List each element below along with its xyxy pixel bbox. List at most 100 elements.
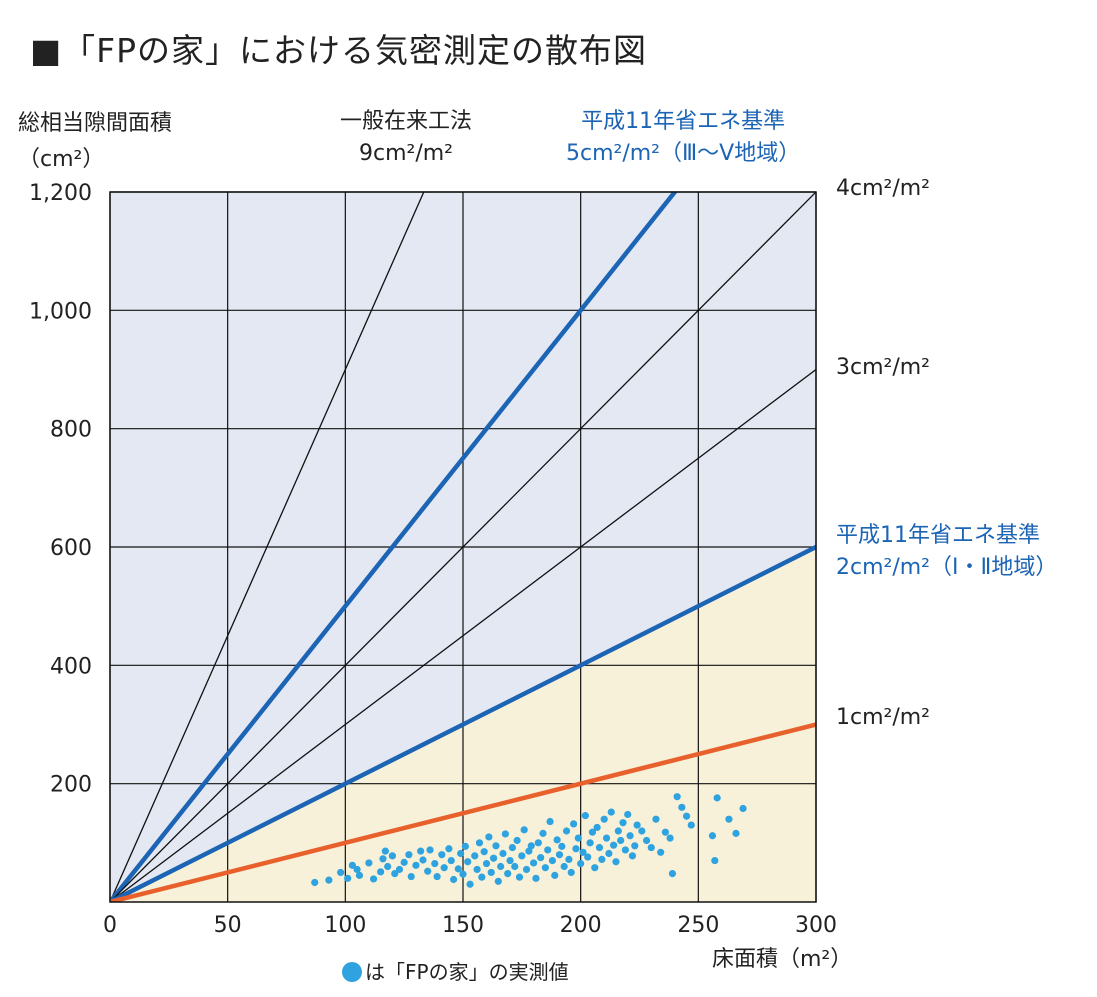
data-point: [344, 874, 352, 882]
data-point: [595, 843, 604, 852]
data-point: [657, 848, 665, 856]
data-point: [492, 842, 500, 850]
data-point: [464, 858, 472, 866]
data-point: [381, 847, 389, 855]
data-point: [600, 815, 608, 823]
reference-line-l2: [110, 544, 816, 902]
data-point: [379, 855, 387, 863]
x-tick-label: 100: [324, 913, 366, 938]
data-point: [511, 862, 519, 871]
data-point: [447, 856, 455, 865]
data-point: [473, 865, 481, 874]
data-point: [647, 843, 655, 852]
data-point: [504, 870, 512, 878]
data-point: [739, 804, 747, 813]
legend: は「FPの家」の実測値: [342, 956, 569, 988]
data-point: [586, 839, 594, 847]
data-point: [494, 877, 502, 885]
title-text: ■「FPの家」における気密測定の散布図: [30, 31, 648, 70]
reference-line-l3: [110, 368, 816, 902]
x-tick-label: 300: [795, 913, 837, 938]
data-points: [311, 793, 747, 888]
x-tick-labels: 0 50 100 150 200 250 300: [103, 913, 837, 938]
data-point: [489, 854, 498, 862]
data-point: [678, 803, 686, 811]
data-point: [624, 810, 632, 819]
data-point: [574, 834, 582, 842]
data-point: [661, 828, 669, 836]
data-point: [558, 842, 566, 850]
data-point: [508, 843, 517, 852]
data-point: [614, 827, 622, 835]
data-point: [466, 880, 474, 888]
data-point: [598, 855, 606, 864]
data-point: [471, 852, 479, 860]
x-tick-label: 0: [103, 913, 117, 938]
data-point: [673, 793, 681, 801]
line-label-5-line1: 平成11年省エネ基準: [581, 109, 786, 134]
data-point: [348, 861, 356, 869]
line-label-3: 3cm²/m²: [836, 355, 931, 380]
reference-line-l9: [110, 192, 425, 902]
y-tick-label: 1,000: [29, 299, 92, 324]
data-point: [369, 875, 378, 883]
data-point: [626, 832, 634, 840]
data-point: [426, 846, 434, 854]
line-label-5: 平成11年省エネ基準 5cm²/m²（Ⅲ〜Ⅴ地域）: [566, 106, 800, 170]
data-point: [522, 865, 531, 874]
data-point: [666, 834, 674, 842]
data-point: [570, 820, 578, 828]
data-point: [506, 856, 514, 865]
data-point: [546, 817, 554, 826]
data-point: [520, 826, 528, 834]
data-point: [711, 856, 719, 865]
data-point: [555, 851, 564, 859]
y-tick-label: 600: [50, 536, 92, 561]
data-point: [607, 808, 615, 816]
data-point: [638, 827, 646, 835]
data-point: [562, 827, 571, 835]
data-point: [544, 846, 552, 854]
data-point: [311, 878, 319, 887]
data-point: [602, 834, 611, 842]
data-point: [633, 821, 641, 829]
data-point: [581, 812, 589, 820]
data-point: [532, 874, 540, 882]
x-tick-label: 50: [214, 913, 242, 938]
legend-label: は「FPの家」の実測値: [365, 960, 569, 984]
y-axis-label-line1: 総相当隙間面積: [18, 111, 173, 136]
reference-line-l5: [110, 192, 678, 902]
data-point: [642, 836, 651, 845]
data-point: [391, 870, 399, 878]
y-tick-labels: 200 400 600 800 1,000 1,200: [29, 181, 92, 798]
data-point: [438, 851, 446, 859]
data-point: [513, 836, 521, 845]
data-point: [485, 833, 493, 841]
data-point: [708, 832, 717, 840]
data-point: [668, 870, 677, 878]
data-point: [518, 852, 526, 860]
y-tick-label: 200: [50, 773, 92, 798]
data-point: [652, 815, 660, 823]
data-point: [499, 849, 507, 858]
plot-frame: [109, 191, 817, 903]
reference-lines: [110, 192, 816, 902]
data-point: [588, 828, 597, 836]
data-point: [454, 865, 462, 873]
data-point: [530, 859, 538, 867]
line-label-2-line2: 2cm²/m²（Ⅰ・Ⅱ地域）: [836, 555, 1058, 580]
data-point: [400, 858, 408, 866]
legend-marker-icon: [342, 962, 362, 982]
data-point: [713, 794, 721, 802]
data-point: [537, 854, 545, 862]
data-point: [459, 870, 467, 878]
data-point: [605, 849, 613, 858]
data-point: [417, 847, 425, 855]
y-tick-label: 800: [50, 418, 92, 443]
y-tick-label: 1,200: [29, 181, 92, 206]
data-point: [617, 836, 625, 845]
data-point: [475, 839, 484, 847]
line-label-9: 一般在来工法 9cm²/m²: [340, 106, 472, 170]
data-point: [431, 859, 439, 868]
data-point: [384, 862, 392, 871]
